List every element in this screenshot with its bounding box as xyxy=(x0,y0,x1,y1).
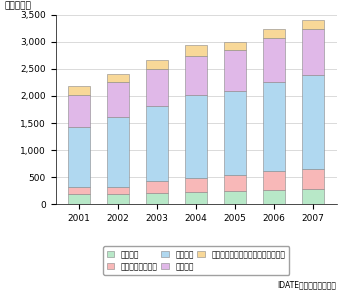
Bar xyxy=(68,194,90,204)
Bar xyxy=(302,168,324,189)
Bar xyxy=(302,189,324,204)
Bar xyxy=(185,178,207,192)
Bar xyxy=(68,127,90,187)
Bar xyxy=(146,193,168,204)
Bar xyxy=(146,60,168,69)
Bar xyxy=(107,74,129,82)
Bar xyxy=(68,86,90,95)
Legend: 日本市場, アジア太平洋市場, 北米市場, 西欧市場, 中東・アフリカ・東欧・中南米市場: 日本市場, アジア太平洋市場, 北米市場, 西欧市場, 中東・アフリカ・東欧・中… xyxy=(103,246,289,275)
Bar xyxy=(107,82,129,117)
Bar xyxy=(263,171,285,190)
Bar xyxy=(146,180,168,193)
Bar xyxy=(263,190,285,204)
Bar xyxy=(225,91,246,175)
Bar xyxy=(107,194,129,204)
Bar xyxy=(225,191,246,204)
Bar xyxy=(263,29,285,38)
Bar xyxy=(107,117,129,187)
Bar xyxy=(68,95,90,127)
Bar xyxy=(225,51,246,91)
Bar xyxy=(302,29,324,75)
Text: （億ドル）: （億ドル） xyxy=(5,2,32,11)
Bar xyxy=(263,82,285,171)
Bar xyxy=(146,106,168,180)
Bar xyxy=(185,56,207,95)
Bar xyxy=(225,175,246,191)
Bar xyxy=(68,187,90,194)
Bar xyxy=(225,42,246,51)
Bar xyxy=(263,38,285,82)
Bar xyxy=(302,20,324,29)
Bar xyxy=(185,95,207,178)
Bar xyxy=(107,187,129,194)
Bar xyxy=(302,75,324,168)
Bar xyxy=(146,69,168,106)
Bar xyxy=(185,45,207,56)
Bar xyxy=(185,192,207,204)
Text: IDATE社資料により作成: IDATE社資料により作成 xyxy=(278,280,337,289)
